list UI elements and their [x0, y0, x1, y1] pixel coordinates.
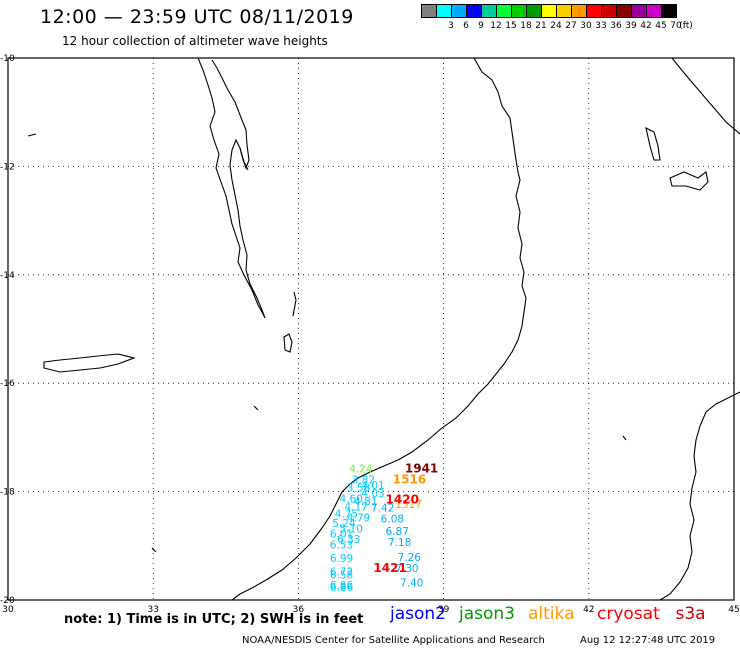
wave-height-value: 6.99	[330, 553, 353, 565]
comoros-island-2	[669, 171, 709, 191]
pass-time-label: 1516	[393, 472, 426, 486]
page-title: 12:00 — 23:59 UTC 08/11/2019	[40, 6, 354, 28]
wave-height-value: 6.33	[337, 534, 360, 546]
legend-swatch	[661, 4, 677, 18]
wave-height-value: 6.08	[381, 513, 404, 525]
legend-label: 18	[520, 21, 532, 31]
wave-height-value: 6.87	[386, 526, 409, 538]
wave-height-value: 4.24	[349, 464, 373, 476]
wave-height-value: 6.86	[330, 582, 354, 594]
longitude-tick-label: 33	[147, 605, 158, 615]
wave-height-value: 6.86	[330, 580, 354, 592]
latitude-tick-label: -16	[0, 379, 15, 389]
wave-height-value: 7.30	[395, 563, 418, 575]
legend-label: 15	[505, 21, 517, 31]
coastline	[27, 57, 740, 601]
wave-height-value: 4.81	[354, 496, 377, 508]
legend-label: 42	[640, 21, 652, 31]
wave-height-value: 4.03	[361, 488, 384, 500]
latitude-labels: -10 -12 -14 -16 -18 -20	[0, 54, 15, 606]
latitude-tick-label: -10	[0, 54, 15, 64]
legend-labels: 3 6 9 12 15 18 21 24 27 30 33 36 39 42 45 70 (ft)	[421, 18, 731, 32]
legend-label: 3	[448, 21, 454, 31]
legend-label: 70	[670, 21, 682, 31]
satellite-name: s3a	[675, 604, 706, 624]
wave-height-value: 6.01	[330, 529, 353, 541]
latitude-tick-label: -20	[0, 596, 15, 606]
lake-shore	[239, 147, 249, 171]
pass-time-label: 1421	[373, 561, 406, 575]
legend-label: 36	[610, 21, 622, 31]
legend-label: 21	[535, 21, 547, 31]
lake-chilwa	[283, 333, 293, 353]
wave-height-value: 4.75	[335, 509, 358, 521]
wave-height-value: 6.72	[330, 567, 353, 579]
latitude-tick-label: -12	[0, 162, 15, 172]
wave-height-value: 6.53	[330, 540, 353, 552]
satellite-name: jason2	[390, 604, 446, 624]
wave-height-value: 4.01	[361, 480, 384, 492]
units-note: note: 1) Time is in UTC; 2) SWH is in fe…	[64, 612, 364, 627]
longitude-labels: 30 33 36 39 42 45	[2, 605, 739, 615]
satellite-name: cryosat	[597, 604, 660, 624]
legend-label: 6	[463, 21, 469, 31]
latitude-tick-label: -14	[0, 271, 15, 281]
map-frame	[7, 57, 735, 601]
legend-label: 9	[478, 21, 484, 31]
wave-height-legend: 3 6 9 12 15 18 21 24 27 30 33 36 39 42 45 70 (ft)	[421, 4, 731, 32]
river-mark	[292, 291, 297, 317]
comoros-island	[645, 126, 661, 161]
map-grid	[8, 58, 734, 600]
lake-kariba	[43, 353, 136, 373]
satellite-name: altika	[528, 604, 575, 624]
wave-height-value: 7.26	[398, 552, 422, 564]
small-island	[27, 133, 627, 553]
legend-label: 12	[490, 21, 502, 31]
longitude-tick-label: 30	[2, 605, 14, 615]
legend-label: 24	[550, 21, 562, 31]
madagascar-west-coast	[659, 391, 740, 601]
legend-label: 30	[580, 21, 592, 31]
longitude-tick-label: 42	[583, 605, 594, 615]
wave-height-value: 3.58	[347, 483, 370, 495]
longitude-tick-label: 45	[728, 605, 739, 615]
longitude-tick-label: 36	[293, 605, 305, 615]
wave-height-readings: 4.243.824.013.584.034.604.814.17 7.42 1517…	[330, 464, 424, 594]
wave-height-value: 7.42	[371, 503, 394, 515]
legend-label: 39	[625, 21, 637, 31]
credit-line: NOAA/NESDIS Center for Satellite Applica…	[242, 635, 545, 646]
wave-height-value: 1517	[395, 499, 422, 511]
wave-height-value: 4.60	[340, 493, 363, 505]
legend-color-bar	[421, 4, 731, 18]
wave-height-value: 4.79	[347, 512, 370, 524]
lake-outline	[197, 57, 266, 319]
latitude-tick-label: -18	[0, 488, 15, 498]
wave-height-value: 5.10	[340, 523, 363, 535]
wave-height-value: 5.24	[332, 518, 356, 530]
legend-label: 27	[565, 21, 577, 31]
legend-label: 45	[655, 21, 667, 31]
wave-height-value: 3.82	[352, 474, 375, 486]
madagascar-coast	[671, 57, 740, 135]
legend-label: 33	[595, 21, 607, 31]
pass-time-label: 1941	[405, 462, 438, 476]
wave-height-value: 7.18	[388, 537, 411, 549]
satellite-name: jason3	[459, 604, 515, 624]
pass-time-label: 1420	[386, 493, 419, 507]
wave-height-value: 6.58	[330, 569, 353, 581]
longitude-tick-label: 39	[438, 605, 450, 615]
page-subtitle: 12 hour collection of altimeter wave hei…	[62, 34, 328, 48]
mozambique-coast	[231, 57, 527, 601]
wave-height-value: 4.17	[344, 502, 367, 514]
wave-height-value: 7.40	[400, 577, 423, 589]
legend-unit: (ft)	[679, 21, 693, 31]
generated-timestamp: Aug 12 12:27:48 UTC 2019	[580, 635, 716, 646]
